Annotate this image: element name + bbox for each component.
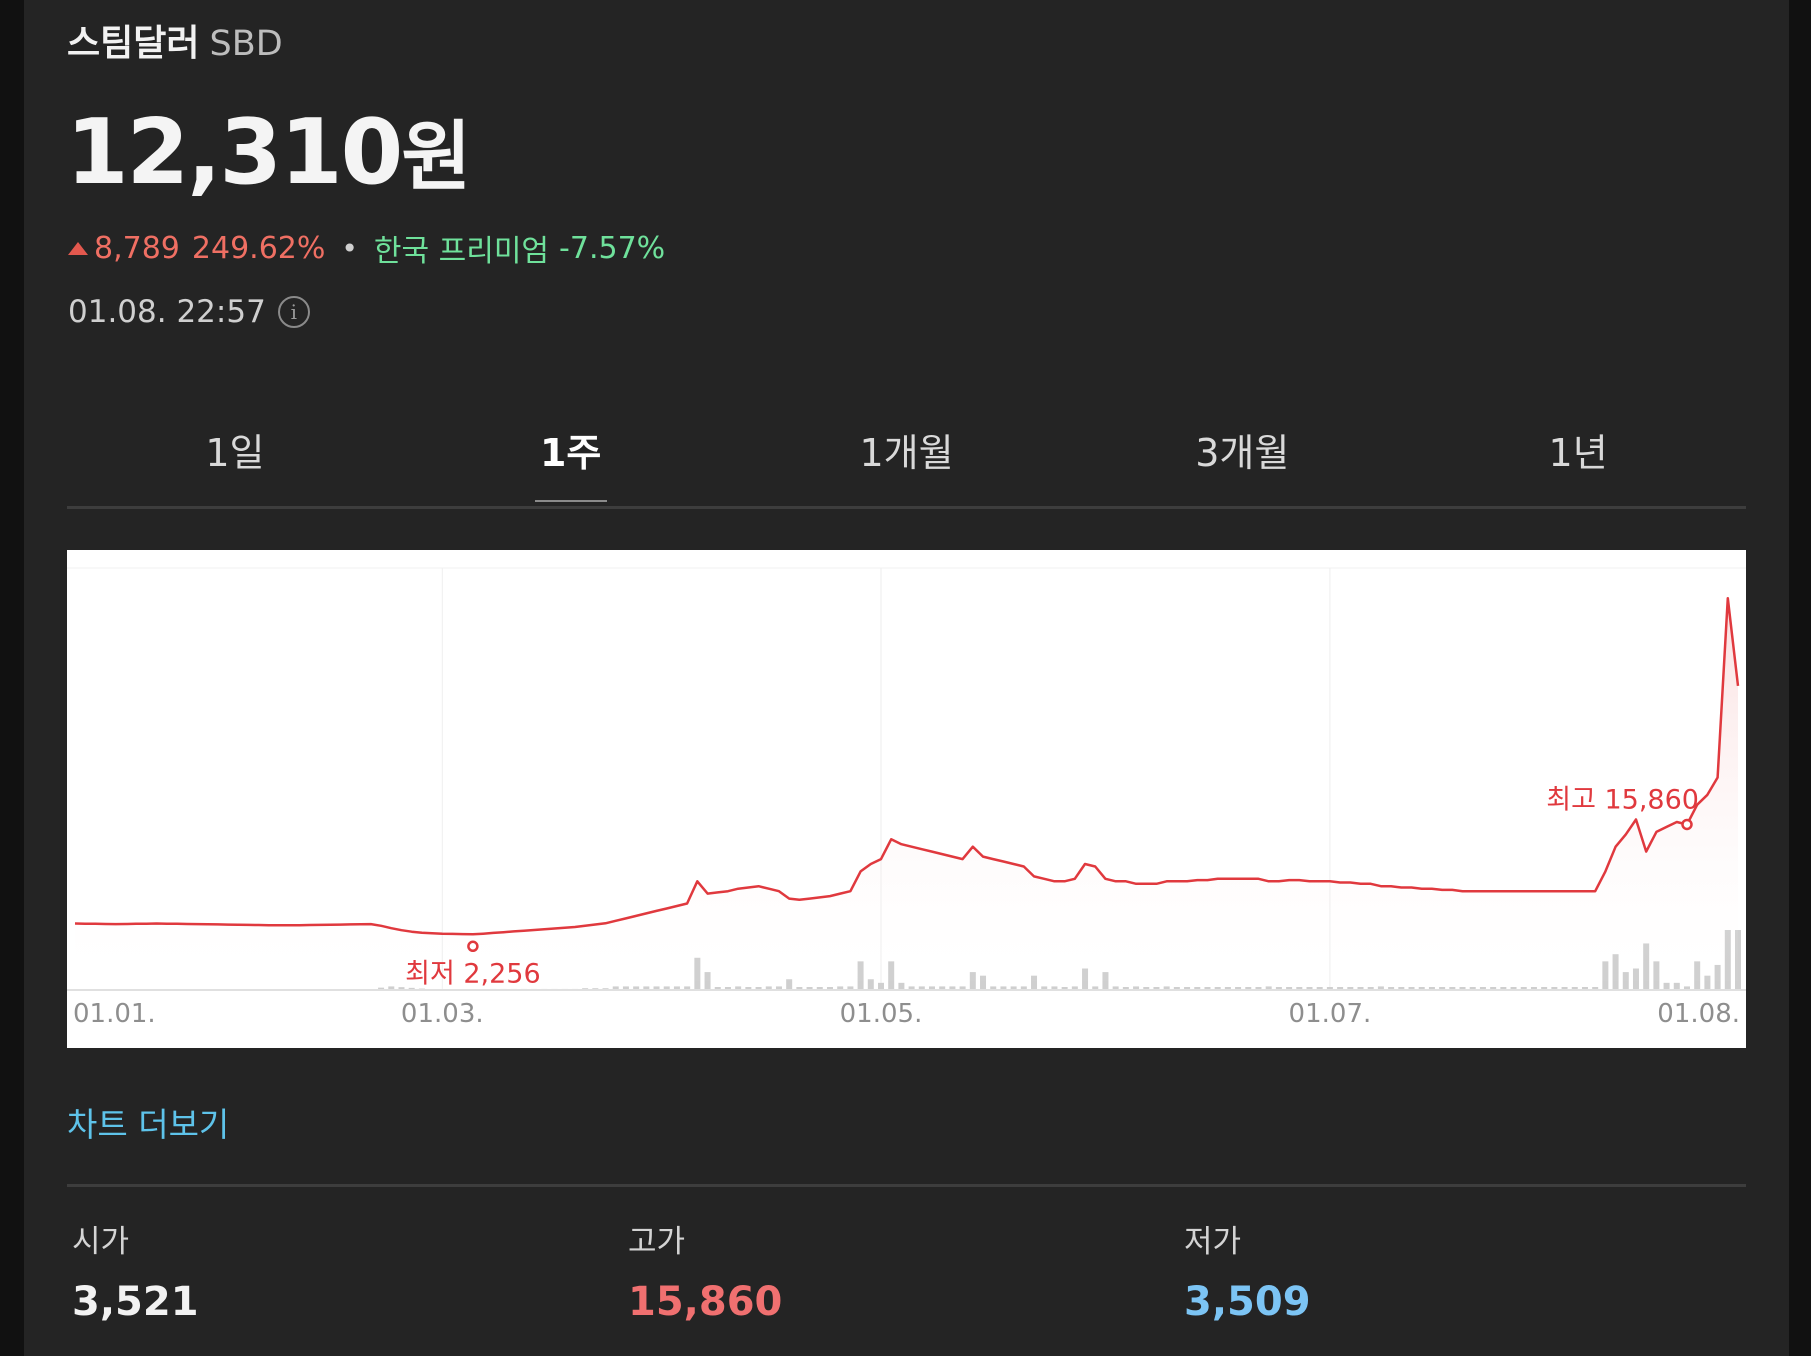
stat-open-label: 시가 [72,1224,130,1260]
stat-low-value: 3,509 [1184,1279,1311,1325]
x-tick-label: 01.07. [1289,999,1372,1029]
coin-symbol: SBD [209,24,283,64]
max-marker [1681,818,1693,831]
tab-3months[interactable]: 3개월 [1195,431,1290,475]
coin-title: 스팀달러 SBD [67,14,283,64]
tab-1week[interactable]: 1주 [403,400,739,506]
price-unit: 원 [401,112,472,201]
period-tabs: 1일 1주 1개월 3개월 1년 [67,400,1746,509]
min-label: 최저 2,256 [405,958,541,989]
stat-high-label: 고가 [628,1224,686,1260]
x-tick-label: 01.08. [1657,999,1740,1029]
x-tick-label: 01.01. [73,999,156,1029]
stat-low-label: 저가 [1184,1224,1242,1260]
tab-1year[interactable]: 1년 [1548,431,1608,475]
price-stats: 시가 3,521 고가 15,860 저가 3,509 [72,1216,1732,1336]
x-tick-label: 01.05. [840,999,923,1029]
tab-1day[interactable]: 1일 [205,431,265,475]
change-value: 8,789 [94,230,180,266]
up-arrow-icon [68,241,88,255]
min-marker [467,940,479,953]
x-tick-label: 01.03. [401,999,484,1029]
stat-open: 시가 3,521 [72,1216,199,1325]
current-price: 12,310원 [66,98,471,212]
max-label: 최고 15,860 [1546,784,1699,815]
left-gutter [0,0,24,1356]
coin-name: 스팀달러 [67,23,200,64]
change-percent: 249.62% [191,230,326,266]
info-icon[interactable]: i [277,296,310,328]
price-chart-svg: 최고 15,860 최저 2,256 01.01. 01.03. 01.05. 01.07… [67,567,1746,1029]
premium-label: 한국 프리미엄 [373,234,550,269]
stat-low: 저가 3,509 [1184,1216,1311,1325]
stat-open-value: 3,521 [72,1279,199,1325]
timestamp: 01.08. 22:57 [68,294,266,330]
tab-1month[interactable]: 1개월 [859,431,954,475]
chart-more-link[interactable]: 차트 더보기 [67,1105,230,1144]
premium-value: -7.57% [559,230,666,266]
price-value: 12,310 [66,100,403,205]
stat-high-value: 15,860 [628,1279,783,1325]
price-chart[interactable]: 최고 15,860 최저 2,256 01.01. 01.03. 01.05. 01.07… [67,550,1746,1048]
stat-high: 고가 15,860 [628,1216,782,1325]
bullet-separator: • [341,231,358,265]
price-line [74,596,1740,936]
section-divider [67,1184,1746,1187]
price-area [75,598,1738,990]
right-gutter [1789,0,1811,1356]
price-change-row: 8,789 249.62% • 한국 프리미엄 -7.57% [68,228,666,269]
timestamp-row: 01.08. 22:57 i [68,294,310,330]
